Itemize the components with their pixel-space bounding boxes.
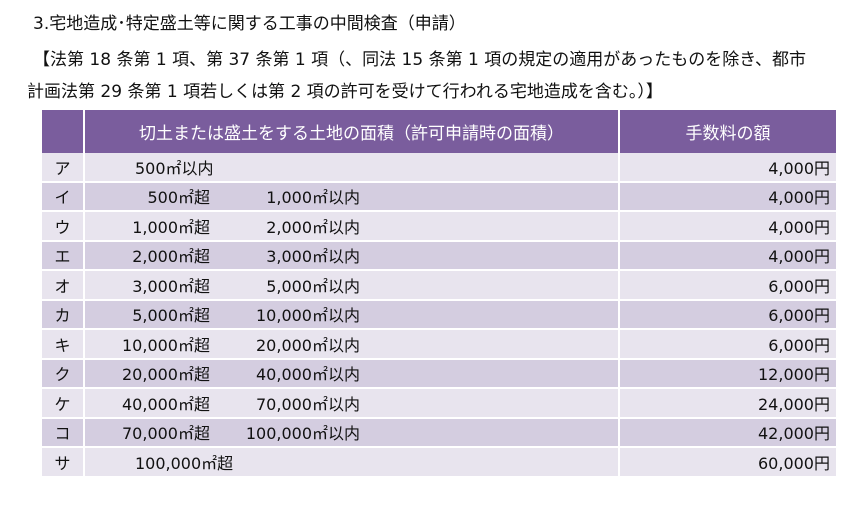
- row-area-range: 10,000㎡超 20,000㎡以内: [84, 329, 620, 360]
- header-fee: 手数料の額: [619, 110, 836, 153]
- legal-basis-note: 【法第 18 条第 1 項、第 37 条第 1 項（、同法 15 条第 1 項の…: [27, 44, 858, 108]
- table-row: オ 3,000㎡超 5,000㎡以内 6,000円: [42, 270, 836, 301]
- area-lower-bound: 100,000㎡超: [135, 453, 234, 473]
- area-lower-bound: 1,000㎡超: [132, 217, 210, 237]
- area-upper-bound: 10,000㎡以内: [256, 306, 360, 326]
- table-row: ウ 1,000㎡超 2,000㎡以内 4,000円: [42, 211, 836, 242]
- area-lower-bound: 10,000㎡超: [122, 335, 210, 355]
- row-fee: 6,000円: [619, 270, 836, 301]
- area-upper-bound: 100,000㎡以内: [245, 424, 360, 444]
- row-fee: 60,000円: [619, 447, 836, 478]
- row-key: キ: [42, 329, 85, 360]
- table-row: ア 500㎡以内 4,000円: [42, 153, 836, 183]
- area-upper-bound: 3,000㎡以内: [266, 247, 360, 267]
- area-upper-bound: 70,000㎡以内: [256, 394, 360, 414]
- row-fee: 12,000円: [619, 358, 836, 389]
- area-lower-bound: 5,000㎡超: [132, 306, 210, 326]
- area-upper-bound: 20,000㎡以内: [256, 335, 360, 355]
- legal-basis-line-2: 計画法第 29 条第 1 項若しくは第 2 項の許可を受けて行われる宅地造成を含…: [27, 82, 663, 102]
- row-area-range: 70,000㎡超 100,000㎡以内: [84, 417, 620, 448]
- row-area-range: 3,000㎡超 5,000㎡以内: [84, 270, 620, 301]
- area-lower-bound: 20,000㎡超: [122, 365, 210, 385]
- row-key: オ: [42, 270, 85, 301]
- table-row: ク 20,000㎡超 40,000㎡以内 12,000円: [42, 358, 836, 389]
- header-key: [42, 110, 85, 153]
- row-key: サ: [42, 447, 85, 478]
- row-fee: 4,000円: [619, 181, 836, 212]
- table-row: カ 5,000㎡超 10,000㎡以内 6,000円: [42, 299, 836, 330]
- row-fee: 6,000円: [619, 299, 836, 330]
- row-fee: 42,000円: [619, 417, 836, 448]
- section-heading: 3.宅地造成･特定盛土等に関する工事の中間検査（申請）: [33, 14, 466, 34]
- table-row: エ 2,000㎡超 3,000㎡以内 4,000円: [42, 240, 836, 271]
- row-key: エ: [42, 240, 85, 271]
- fee-table-header-row: 切土または盛土をする土地の面積（許可申請時の面積） 手数料の額: [42, 110, 836, 153]
- area-upper-bound: 5,000㎡以内: [266, 276, 360, 296]
- row-key: ウ: [42, 211, 85, 242]
- row-area-range: 40,000㎡超 70,000㎡以内: [84, 388, 620, 419]
- row-area-range: 500㎡超 1,000㎡以内: [84, 181, 620, 212]
- row-area-range: 2,000㎡超 3,000㎡以内: [84, 240, 620, 271]
- fee-table: 切土または盛土をする土地の面積（許可申請時の面積） 手数料の額 ア 500㎡以内 4…: [42, 110, 836, 478]
- row-key: イ: [42, 181, 85, 212]
- row-area-range: 20,000㎡超 40,000㎡以内: [84, 358, 620, 389]
- table-row: キ 10,000㎡超 20,000㎡以内 6,000円: [42, 329, 836, 360]
- row-area-range: 5,000㎡超 10,000㎡以内: [84, 299, 620, 330]
- row-key: ア: [42, 153, 85, 183]
- table-row: ケ 40,000㎡超 70,000㎡以内 24,000円: [42, 388, 836, 419]
- row-key: コ: [42, 417, 85, 448]
- row-fee: 4,000円: [619, 211, 836, 242]
- area-lower-bound: 500㎡超: [147, 188, 210, 208]
- area-lower-bound: 3,000㎡超: [132, 276, 210, 296]
- row-fee: 4,000円: [619, 240, 836, 271]
- header-area: 切土または盛土をする土地の面積（許可申請時の面積）: [84, 110, 620, 153]
- area-upper-bound: 2,000㎡以内: [266, 217, 360, 237]
- row-key: ケ: [42, 388, 85, 419]
- table-row: イ 500㎡超 1,000㎡以内 4,000円: [42, 181, 836, 212]
- row-key: カ: [42, 299, 85, 330]
- row-fee: 6,000円: [619, 329, 836, 360]
- legal-basis-line-1: 【法第 18 条第 1 項、第 37 条第 1 項（、同法 15 条第 1 項の…: [33, 50, 806, 70]
- table-row: コ 70,000㎡超 100,000㎡以内 42,000円: [42, 417, 836, 448]
- area-lower-bound: 70,000㎡超: [122, 424, 210, 444]
- row-key: ク: [42, 358, 85, 389]
- table-row: サ 100,000㎡超 60,000円: [42, 447, 836, 478]
- row-area-range: 500㎡以内: [84, 153, 620, 183]
- row-area-range: 1,000㎡超 2,000㎡以内: [84, 211, 620, 242]
- row-fee: 24,000円: [619, 388, 836, 419]
- area-lower-bound: 500㎡以内: [135, 158, 214, 178]
- area-upper-bound: 40,000㎡以内: [256, 365, 360, 385]
- area-upper-bound: 1,000㎡以内: [266, 188, 360, 208]
- row-fee: 4,000円: [619, 153, 836, 183]
- area-lower-bound: 2,000㎡超: [132, 247, 210, 267]
- fee-table-body: ア 500㎡以内 4,000円イ 500㎡超 1,000㎡以内 4,000円ウ 1,000㎡…: [42, 153, 836, 478]
- area-lower-bound: 40,000㎡超: [122, 394, 210, 414]
- row-area-range: 100,000㎡超: [84, 447, 620, 478]
